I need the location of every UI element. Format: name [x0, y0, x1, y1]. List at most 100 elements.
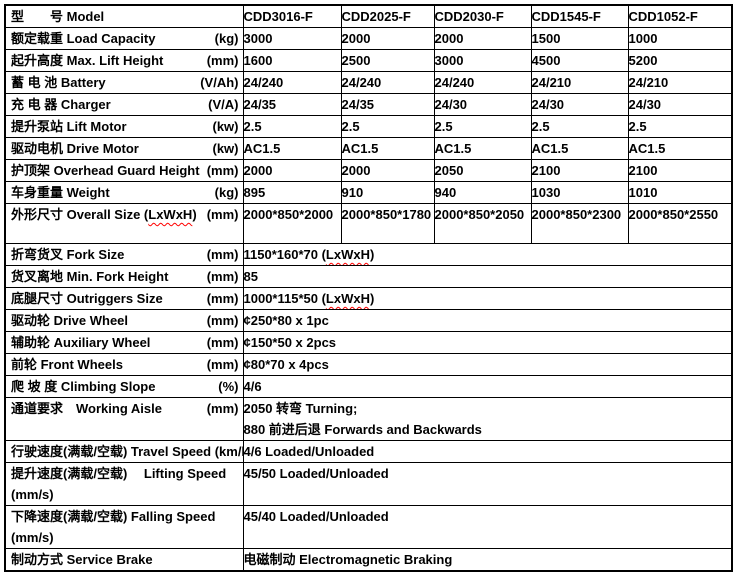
row-label-cell: 行驶速度(满载/空载) Travel Speed (km/h)	[4, 440, 244, 463]
row-unit: (V/Ah)	[200, 75, 239, 90]
row-unit: (kw)	[212, 119, 239, 134]
spec-value: 24/30	[530, 93, 629, 116]
spec-value: 2.5	[340, 115, 435, 138]
spec-row-front-wheels: 前轮 Front Wheels (mm) ¢80*70 x 4pcs	[4, 353, 733, 376]
spec-value: AC1.5	[627, 137, 733, 160]
row-label: 蓄 电 池 Battery	[11, 75, 106, 90]
row-unit: (mm)	[206, 335, 239, 350]
spec-value: 45/40 Loaded/Unloaded	[242, 505, 733, 549]
row-label: 护顶架 Overhead Guard Height	[11, 163, 200, 178]
spec-row-lift-height: 起升高度 Max. Lift Height (mm) 1600 2500 300…	[4, 49, 733, 72]
spec-row-lift-motor: 提升泵站 Lift Motor (kw) 2.5 2.5 2.5 2.5 2.5	[4, 115, 733, 138]
spec-table: 型 号 Model CDD3016-F CDD2025-F CDD2030-F …	[4, 4, 733, 572]
spec-row-load-capacity: 额定载重 Load Capacity (kg) 3000 2000 2000 1…	[4, 27, 733, 50]
spec-value: 24/210	[530, 71, 629, 94]
spec-row-working-aisle: 通道要求 Working Aisle (mm) 2050 转弯 Turning;…	[4, 397, 733, 441]
spec-value: 1500	[530, 27, 629, 50]
row-label: 爬 坡 度 Climbing Slope	[11, 379, 156, 394]
spec-value: 2000	[433, 27, 532, 50]
value-text: )	[369, 247, 375, 262]
spec-value: 910	[340, 181, 435, 204]
row-unit: (mm)	[206, 207, 239, 222]
spec-value: 24/35	[340, 93, 435, 116]
spec-value: 2500	[340, 49, 435, 72]
row-label-cell: 驱动轮 Drive Wheel (mm)	[4, 309, 244, 332]
row-unit: (mm)	[206, 247, 239, 262]
spec-value: 2000*850*1780	[340, 203, 435, 244]
model-name-cell: CDD1052-F	[627, 4, 733, 28]
row-label: 充 电 器 Charger	[11, 97, 111, 112]
row-label-cell: 提升速度(满载/空载) Lifting Speed (mm/s)	[4, 462, 244, 506]
spec-value: 电磁制动 Electromagnetic Braking	[242, 548, 733, 572]
spec-value: AC1.5	[433, 137, 532, 160]
row-unit: (mm)	[206, 401, 239, 416]
spec-row-travel-speed: 行驶速度(满载/空载) Travel Speed (km/h) 4/6 Load…	[4, 440, 733, 463]
model-header-label: 型 号 Model	[11, 9, 105, 24]
model-name-cell: CDD3016-F	[242, 4, 342, 28]
value-text: 1150*160*70 (	[243, 247, 326, 262]
spec-value: 2.5	[530, 115, 629, 138]
spec-row-outriggers-size: 底腿尺寸 Outriggers Size (mm) 1000*115*50 (L…	[4, 287, 733, 310]
spec-value: 2000*850*2550	[627, 203, 733, 244]
spec-value: 2.5	[433, 115, 532, 138]
row-label-cell: 制动方式 Service Brake	[4, 548, 244, 572]
row-label-cell: 车身重量 Weight (kg)	[4, 181, 244, 204]
row-unit: (mm)	[206, 357, 239, 372]
spec-value: 1600	[242, 49, 342, 72]
row-unit: (kg)	[214, 31, 239, 46]
spec-value: AC1.5	[242, 137, 342, 160]
spec-row-auxiliary-wheel: 辅助轮 Auxiliary Wheel (mm) ¢150*50 x 2pcs	[4, 331, 733, 354]
spec-value: ¢150*50 x 2pcs	[242, 331, 733, 354]
spec-value: 3000	[242, 27, 342, 50]
spec-value: 24/210	[627, 71, 733, 94]
row-label-cell: 护顶架 Overhead Guard Height (mm)	[4, 159, 244, 182]
misspell-squiggle: LxWxH	[148, 207, 193, 222]
spec-value: ¢80*70 x 4pcs	[242, 353, 733, 376]
row-label: 前轮 Front Wheels	[11, 357, 123, 372]
row-label: 额定载重 Load Capacity	[11, 31, 156, 46]
model-name-cell: CDD2030-F	[433, 4, 532, 28]
spec-value: 1010	[627, 181, 733, 204]
row-label-cell: 起升高度 Max. Lift Height (mm)	[4, 49, 244, 72]
row-label-cell: 下降速度(满载/空载) Falling Speed (mm/s)	[4, 505, 244, 549]
misspell-squiggle: LxWxH	[325, 291, 370, 306]
spec-value: 24/30	[627, 93, 733, 116]
spec-value: 1000	[627, 27, 733, 50]
row-label: 驱动轮 Drive Wheel	[11, 313, 129, 328]
spec-value: 1150*160*70 (LxWxH)	[242, 243, 733, 266]
misspell-squiggle: LxWxH	[325, 247, 370, 262]
row-label: 辅助轮 Auxiliary Wheel	[11, 335, 151, 350]
spec-value: 2050	[433, 159, 532, 182]
model-name-cell: CDD1545-F	[530, 4, 629, 28]
spec-value: 2000	[242, 159, 342, 182]
spec-value: 3000	[433, 49, 532, 72]
row-unit: (%)	[218, 379, 239, 394]
model-name-cell: CDD2025-F	[340, 4, 435, 28]
spec-value: 4500	[530, 49, 629, 72]
row-label-cell: 提升泵站 Lift Motor (kw)	[4, 115, 244, 138]
row-label-cell: 折弯货叉 Fork Size (mm)	[4, 243, 244, 266]
row-label: 底腿尺寸 Outriggers Size	[11, 291, 163, 306]
row-label: 起升高度 Max. Lift Height	[11, 53, 164, 68]
row-label-text: 外形尺寸 Overall Size (	[11, 207, 149, 222]
row-label-cell: 底腿尺寸 Outriggers Size (mm)	[4, 287, 244, 310]
spec-value: AC1.5	[340, 137, 435, 160]
row-label: 车身重量 Weight	[11, 185, 110, 200]
spec-row-weight: 车身重量 Weight (kg) 895 910 940 1030 1010	[4, 181, 733, 204]
row-unit: (kg)	[214, 185, 239, 200]
row-label-cell: 货叉离地 Min. Fork Height (mm)	[4, 265, 244, 288]
row-label-cell: 前轮 Front Wheels (mm)	[4, 353, 244, 376]
spec-value: 24/35	[242, 93, 342, 116]
row-unit: (kw)	[212, 141, 239, 156]
row-label-cell: 爬 坡 度 Climbing Slope (%)	[4, 375, 244, 398]
row-unit: (mm)	[206, 269, 239, 284]
spec-value: 1000*115*50 (LxWxH)	[242, 287, 733, 310]
model-header-cell: 型 号 Model	[4, 4, 244, 28]
spec-row-drive-wheel: 驱动轮 Drive Wheel (mm) ¢250*80 x 1pc	[4, 309, 733, 332]
row-label-text: )	[192, 207, 197, 222]
spec-row-lifting-speed: 提升速度(满载/空载) Lifting Speed (mm/s) 45/50 L…	[4, 462, 733, 506]
spec-row-drive-motor: 驱动电机 Drive Motor (kw) AC1.5 AC1.5 AC1.5 …	[4, 137, 733, 160]
spec-value: AC1.5	[530, 137, 629, 160]
spec-value: 2100	[530, 159, 629, 182]
row-label-cell: 额定载重 Load Capacity (kg)	[4, 27, 244, 50]
